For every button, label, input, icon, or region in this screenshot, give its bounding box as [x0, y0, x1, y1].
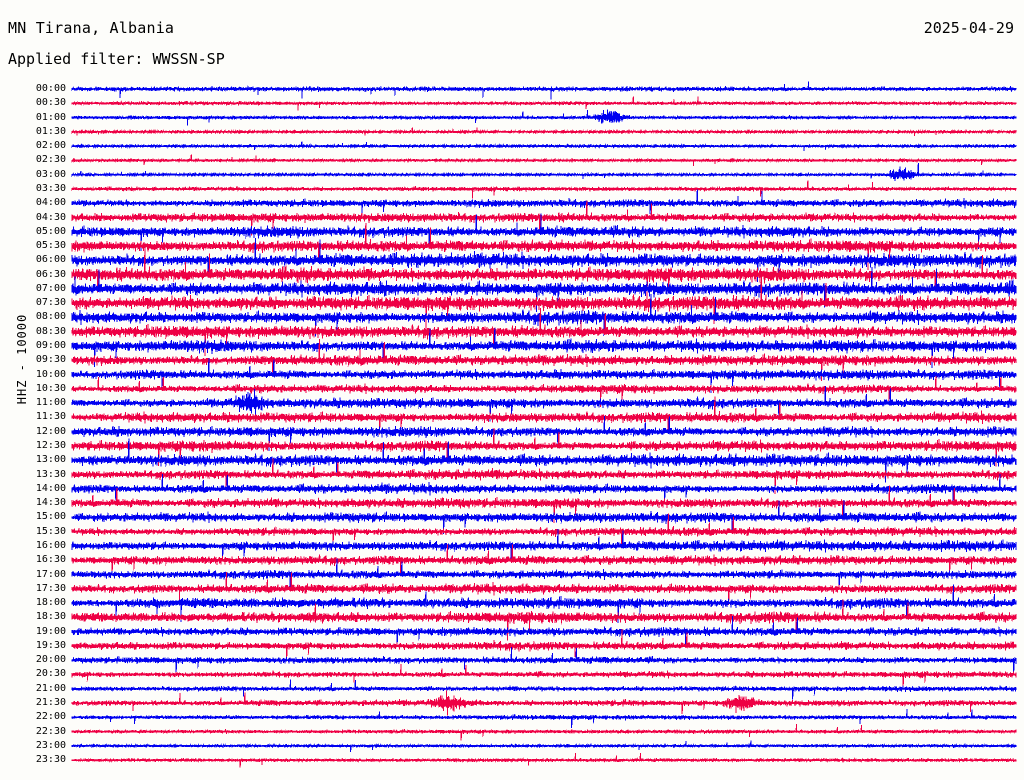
- time-tick-label: 00:30: [35, 97, 66, 109]
- trace-row: [71, 709, 1017, 729]
- time-tick-label: 16:30: [35, 554, 66, 566]
- time-tick-label: 07:00: [35, 282, 66, 294]
- time-tick-label: 23:00: [35, 739, 66, 751]
- time-tick-label: 12:30: [35, 440, 66, 451]
- time-tick-label: 02:00: [35, 140, 66, 152]
- time-tick-label: 14:30: [35, 497, 66, 509]
- time-tick-label: 23:30: [35, 754, 66, 766]
- time-tick-label: 00:00: [35, 83, 66, 94]
- time-tick-label: 09:00: [35, 340, 66, 352]
- time-tick-label: 06:00: [35, 254, 66, 266]
- time-tick-label: 04:00: [35, 197, 66, 209]
- time-tick-label: 05:30: [35, 240, 66, 252]
- time-tick-label: 06:30: [35, 268, 66, 280]
- time-tick-label: 03:30: [35, 182, 66, 194]
- time-tick-label: 09:30: [35, 354, 66, 366]
- time-tick-label: 21:00: [35, 682, 66, 694]
- time-tick-label: 08:00: [35, 311, 66, 323]
- time-tick-label: 03:00: [35, 168, 66, 180]
- time-tick-label: 12:00: [35, 425, 66, 437]
- time-tick-label: 08:30: [35, 325, 66, 337]
- time-tick-label: 11:30: [35, 411, 66, 423]
- time-tick-label: 05:00: [35, 225, 66, 237]
- time-tick-label: 18:30: [35, 611, 66, 623]
- time-tick-label: 11:00: [35, 397, 66, 409]
- time-tick-label: 02:30: [35, 154, 66, 166]
- time-tick-label: 21:30: [35, 697, 66, 709]
- page-title: MN Tirana, Albania: [8, 19, 175, 37]
- time-tick-label: 13:00: [35, 454, 66, 466]
- applied-filter-label: Applied filter: WWSSN-SP: [8, 50, 225, 68]
- time-tick-label: 10:00: [35, 368, 66, 380]
- time-tick-label: 14:00: [35, 482, 66, 494]
- time-tick-label: 01:00: [35, 111, 66, 123]
- time-tick-label: 19:00: [35, 625, 66, 637]
- plot-date: 2025-04-29: [923, 19, 1014, 37]
- time-tick-label: 17:30: [35, 582, 66, 594]
- time-tick-label: 07:30: [35, 297, 66, 309]
- time-tick-label: 18:00: [35, 597, 66, 609]
- trace-row: [71, 163, 1017, 181]
- time-tick-label: 19:30: [35, 639, 66, 651]
- time-tick-label: 04:30: [35, 211, 66, 223]
- time-tick-label: 20:30: [35, 668, 66, 680]
- trace-row: [71, 180, 1017, 199]
- time-tick-label: 13:30: [35, 468, 66, 480]
- time-tick-label: 15:30: [35, 525, 66, 537]
- time-tick-label: 17:00: [35, 568, 66, 580]
- time-tick-label: 22:00: [35, 711, 66, 723]
- trace-row: [71, 724, 1017, 741]
- time-tick-label: 10:30: [35, 382, 66, 394]
- time-tick-label: 20:00: [35, 654, 66, 666]
- trace-row: [71, 81, 1017, 100]
- time-tick-label: 15:00: [35, 511, 66, 523]
- time-tick-label: 16:00: [35, 539, 66, 551]
- time-tick-label: 01:30: [35, 125, 66, 137]
- trace-row: [71, 663, 1017, 688]
- time-tick-label: 22:30: [35, 725, 66, 737]
- trace-row: [71, 679, 1017, 700]
